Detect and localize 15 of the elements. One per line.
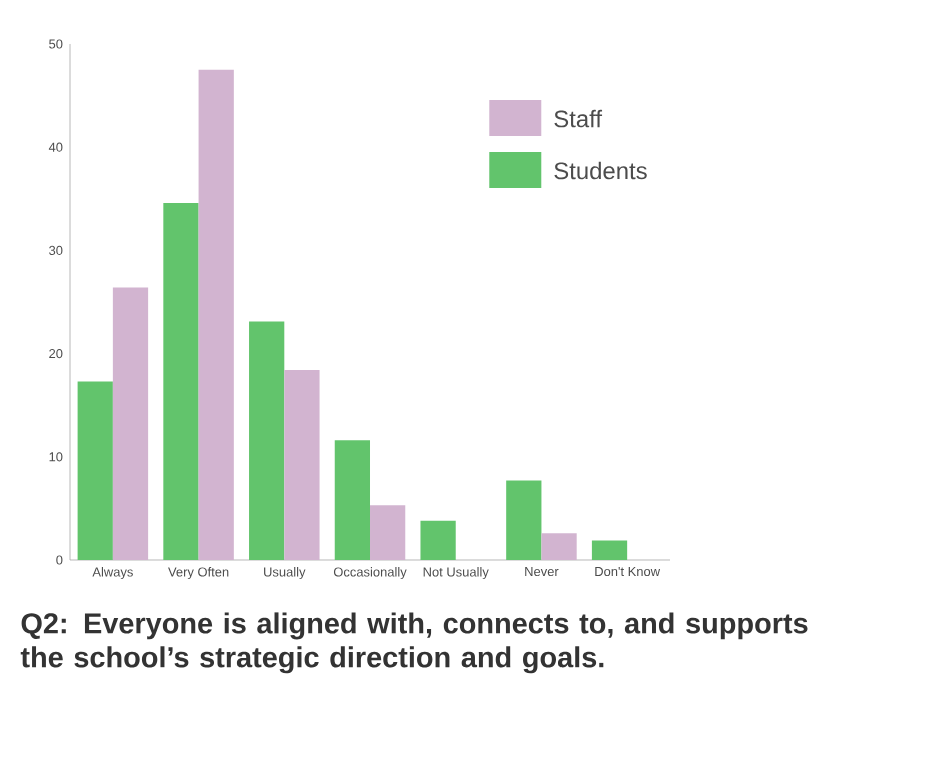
bar <box>77 381 113 560</box>
bar <box>541 533 577 560</box>
bar <box>506 480 542 560</box>
bar <box>591 540 628 560</box>
bar <box>284 370 320 560</box>
bar <box>420 520 456 560</box>
bar <box>249 321 285 560</box>
bar <box>163 202 199 560</box>
bar <box>198 69 234 560</box>
bar <box>334 440 371 560</box>
bar <box>112 287 149 560</box>
bar <box>370 505 406 560</box>
text: Q2: Everyone is aligned with, connects to, and supports the school’s strategic direction and goals. <box>20 612 808 674</box>
legend-label: Staff <box>554 109 603 128</box>
legend-label: Students <box>554 161 647 180</box>
